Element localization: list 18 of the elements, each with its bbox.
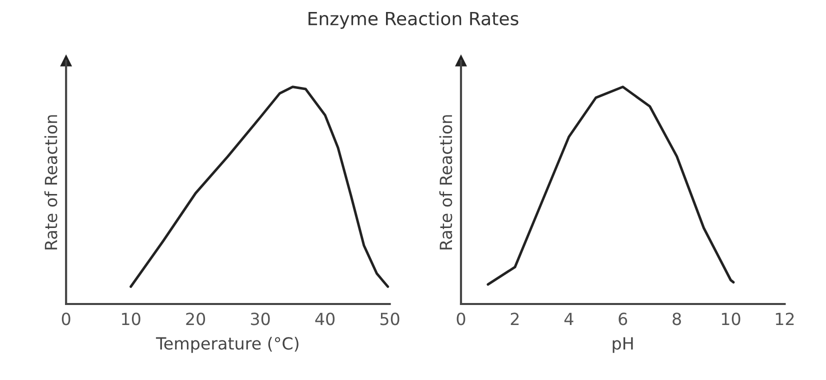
x-tick-label: 0 (62, 312, 70, 326)
x-tick-label: 30 (250, 312, 270, 326)
x-tick-label: 4 (564, 312, 574, 325)
x-tick-label: 6 (618, 312, 628, 326)
x-tick-label: 40 (315, 312, 335, 326)
x-axis-title: Temperature (°C) (156, 336, 298, 353)
x-tick-label: 0 (456, 312, 466, 326)
x-tick-label: 12 (776, 312, 794, 325)
y-axis-title: Rate of Reaction (439, 115, 452, 250)
x-tick-label: 8 (672, 312, 681, 326)
x-tick-label: 50 (380, 312, 400, 326)
x-tick-label: 2 (510, 312, 519, 325)
x-tick-label: 20 (186, 312, 206, 326)
x-axis-title: pH (612, 337, 633, 353)
chart-title: Enzyme Reaction Rates (308, 11, 518, 29)
y-axis-title: Rate of Reaction (44, 115, 58, 250)
x-tick-label: 10 (722, 312, 740, 326)
x-tick-label: 10 (122, 312, 140, 326)
